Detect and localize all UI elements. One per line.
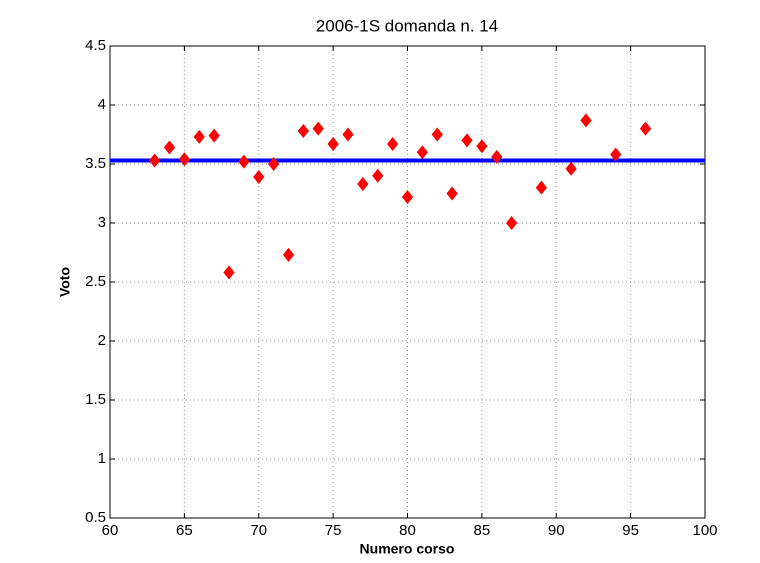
x-tick-label: 70	[250, 522, 267, 539]
point	[491, 149, 503, 164]
point	[431, 127, 443, 142]
point	[565, 161, 577, 176]
y-tick-label: 3	[98, 214, 106, 231]
point	[401, 190, 414, 205]
x-tick-label: 90	[548, 522, 565, 539]
point	[253, 169, 265, 184]
x-tick-label: 65	[176, 522, 193, 539]
point	[149, 153, 161, 168]
x-tick-label: 60	[102, 522, 119, 539]
point	[535, 180, 547, 195]
point	[282, 247, 295, 262]
point	[387, 136, 399, 151]
point	[223, 265, 235, 280]
point	[342, 127, 354, 142]
y-tick-label: 2	[98, 332, 106, 349]
y-tick-label: 1.5	[85, 391, 106, 408]
point	[193, 129, 205, 144]
y-tick-label: 3.5	[85, 155, 106, 172]
point	[461, 133, 473, 148]
point	[208, 128, 220, 143]
x-tick-label: 100	[692, 522, 717, 539]
point	[268, 157, 280, 171]
point	[446, 186, 458, 201]
x-axis-label: Numero corso	[360, 541, 455, 557]
y-tick-label: 1	[98, 450, 106, 467]
point	[312, 121, 324, 136]
y-tick-label: 0.5	[85, 509, 106, 526]
y-tick-label: 2.5	[85, 273, 106, 290]
point	[178, 152, 190, 167]
point	[357, 177, 369, 192]
y-tick-label: 4.5	[85, 37, 106, 54]
x-tick-label: 75	[325, 522, 342, 539]
point	[416, 145, 428, 160]
point	[372, 168, 384, 183]
point	[476, 139, 488, 154]
point	[506, 216, 518, 230]
y-tick-label: 4	[98, 96, 106, 113]
y-axis-label: Voto	[57, 267, 73, 297]
point	[238, 154, 250, 169]
point	[580, 113, 592, 128]
plot-frame	[109, 45, 706, 519]
point	[639, 121, 652, 136]
chart-title: 2006-1S domanda n. 14	[316, 16, 498, 35]
x-tick-label: 95	[622, 522, 639, 539]
point	[610, 147, 622, 162]
point	[327, 136, 339, 151]
point	[163, 140, 176, 155]
x-tick-label: 85	[474, 522, 491, 539]
point	[297, 123, 309, 138]
x-tick-label: 80	[399, 522, 416, 539]
